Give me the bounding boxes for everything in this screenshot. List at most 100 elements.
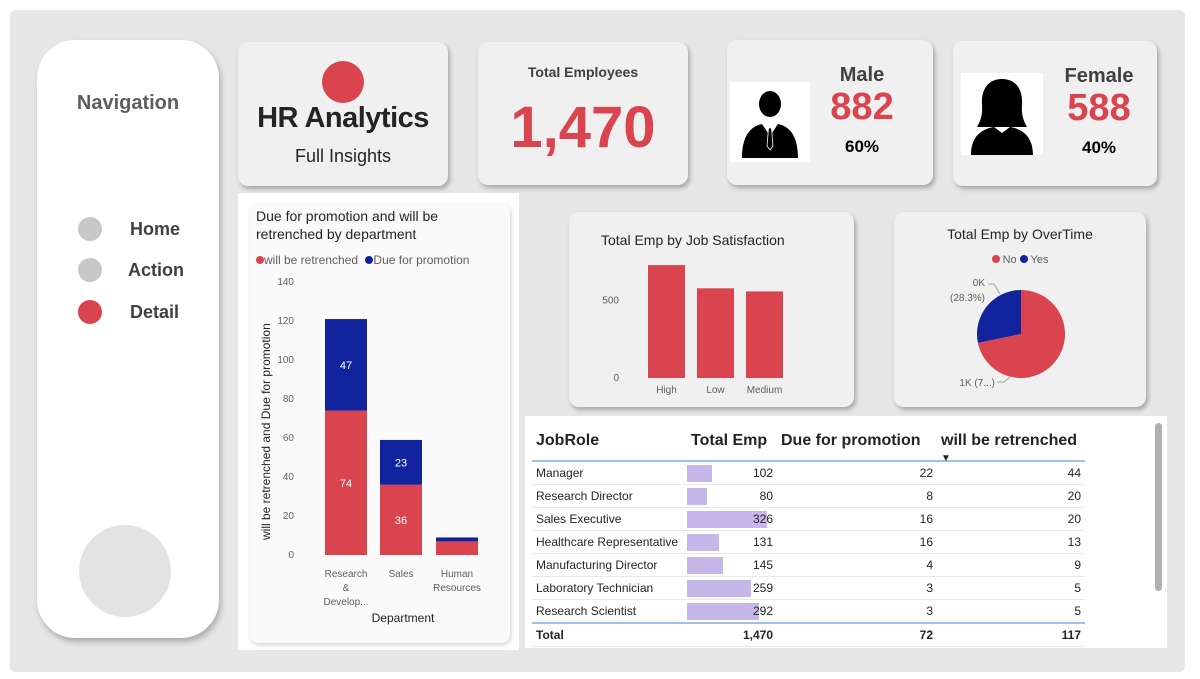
department-chart-ylabel: will be retrenched and Due for promotion <box>259 323 273 540</box>
y-tick-label: 0 <box>288 550 294 561</box>
jobrole-table: JobRole Total Emp Due for promotion will… <box>532 422 1085 647</box>
title-card: HR Analytics Full Insights <box>238 42 448 186</box>
total-emp-cell: 80 <box>687 484 777 508</box>
total-emp-databar <box>687 580 751 597</box>
y-tick-label: 500 <box>602 296 619 307</box>
x-tick-label: Human Resources <box>433 569 481 594</box>
header-jobrole[interactable]: JobRole <box>536 432 600 449</box>
table-row[interactable]: Research Scientist 292 3 5 <box>532 599 1085 624</box>
detail-dot-icon <box>78 300 102 324</box>
home-dot-icon <box>78 217 102 241</box>
header-total-emp[interactable]: Total Emp <box>691 432 768 449</box>
pie-label-no: 1K (7...) <box>959 378 995 389</box>
decorative-circle <box>79 525 171 617</box>
job-satisfaction-bar[interactable] <box>648 265 685 378</box>
job-satisfaction-card[interactable]: Total Emp by Job Satisfaction 0 500 High Lo… <box>569 212 854 407</box>
overtime-legend[interactable]: No Yes <box>894 254 1146 266</box>
overtime-pie-chart: 0K (28.3%) 1K (7...) <box>950 278 1065 389</box>
y-tick-label: 40 <box>283 472 295 483</box>
app-title: HR Analytics <box>257 102 429 134</box>
legend-promotion-label: Due for promotion <box>373 253 470 267</box>
bar-retrenched[interactable] <box>325 410 367 555</box>
table-row[interactable]: Manager 102 22 44 <box>532 461 1085 485</box>
legend-retrenched-dot-icon <box>256 256 264 264</box>
legend-no-label: No <box>1002 254 1017 266</box>
table-row[interactable]: Research Director 80 8 20 <box>532 484 1085 508</box>
table-row[interactable]: Manufacturing Director 145 4 9 <box>532 553 1085 577</box>
job-satisfaction-bar-chart: 0 500 High Low Medium <box>602 265 783 396</box>
department-chart-xlabel: Department <box>371 611 435 625</box>
x-tick-label: Medium <box>747 385 783 396</box>
overtime-card[interactable]: Total Emp by OverTime No Yes 0K (28.3%) 1K… <box>894 212 1146 407</box>
table-scrollbar[interactable] <box>1155 423 1162 591</box>
action-dot-icon <box>78 258 102 282</box>
pie-label-yes: 0K <box>973 278 986 289</box>
legend-yes-label: Yes <box>1030 254 1049 266</box>
total-employees-label: Total Employees <box>527 64 639 80</box>
total-emp-value: 80 <box>759 489 773 503</box>
male-count: 882 <box>830 86 894 128</box>
promotion-cell: 4 <box>777 553 937 577</box>
retrenched-cell: 20 <box>937 507 1085 531</box>
bar-promotion[interactable] <box>380 439 422 485</box>
x-tick-label: Sales <box>388 569 413 580</box>
app-subtitle: Full Insights <box>294 146 392 166</box>
total-emp-value: 145 <box>752 558 773 572</box>
bar-promotion[interactable] <box>325 319 367 411</box>
nav-detail-button[interactable]: Detail <box>78 298 179 326</box>
promotion-cell: 22 <box>777 461 937 485</box>
legend-promotion-dot-icon <box>365 256 374 264</box>
total-emp-databar <box>687 557 723 574</box>
bar-data-label: 36 <box>395 515 407 527</box>
male-avatar-icon <box>730 82 810 162</box>
total-emp-value: 292 <box>752 604 773 618</box>
promotion-cell: 8 <box>777 484 937 508</box>
bar-promotion[interactable] <box>436 537 478 542</box>
female-card: Female 588 40% <box>953 41 1157 186</box>
female-avatar-icon <box>961 73 1043 155</box>
total-emp-databar <box>687 511 767 528</box>
y-tick-label: 0 <box>613 373 619 384</box>
y-tick-label: 140 <box>277 277 294 288</box>
bar-data-label: 74 <box>340 478 352 490</box>
jobrole-cell: Research Scientist <box>532 599 687 624</box>
male-card: Male 882 60% <box>727 40 933 185</box>
table-row[interactable]: Healthcare Representative 131 16 13 <box>532 530 1085 554</box>
table-row[interactable]: Sales Executive 326 16 20 <box>532 507 1085 531</box>
retrenched-cell: 9 <box>937 553 1085 577</box>
jobrole-cell: Healthcare Representative <box>532 530 687 554</box>
pie-slice-yes[interactable] <box>977 290 1021 344</box>
pie-slice-no[interactable] <box>977 290 1065 378</box>
table-row[interactable]: Laboratory Technician 259 3 5 <box>532 576 1085 600</box>
department-chart-legend[interactable]: will be retrenched Due for promotion <box>256 253 469 267</box>
total-employees-card: Total Employees 1,470 <box>478 42 688 185</box>
male-label: Male <box>839 64 885 86</box>
jobrole-cell: Manufacturing Director <box>532 553 687 577</box>
total-emp-databar <box>687 488 707 505</box>
legend-retrenched-label: will be retrenched <box>264 253 359 267</box>
bar-retrenched[interactable] <box>380 484 422 555</box>
header-due-promotion[interactable]: Due for promotion <box>781 432 921 449</box>
total-emp-value: 326 <box>752 512 773 526</box>
bar-data-label: 23 <box>395 457 407 469</box>
promotion-cell: 16 <box>777 530 937 554</box>
x-tick-label: Research & Develop... <box>323 569 368 608</box>
total-label: Total <box>532 623 687 647</box>
header-will-retrenched[interactable]: will be retrenched ▼ <box>937 422 1085 464</box>
job-satisfaction-title: Total Emp by Job Satisfaction <box>601 232 785 248</box>
total-emp-databar <box>687 465 713 482</box>
total-emp-cell: 145 <box>687 553 777 577</box>
department-chart-visual[interactable]: Due for promotion and will be retrenched… <box>238 193 519 650</box>
nav-home-button[interactable]: Home <box>78 215 180 243</box>
job-satisfaction-bar[interactable] <box>697 288 734 378</box>
legend-yes-dot-icon <box>1019 255 1028 263</box>
total-retrenched-sum: 117 <box>937 623 1085 647</box>
total-emp-cell: 102 <box>687 461 777 485</box>
nav-detail-label: Detail <box>130 301 180 322</box>
sort-descending-icon[interactable]: ▼ <box>941 453 951 464</box>
nav-action-button[interactable]: Action <box>78 256 184 284</box>
y-tick-label: 120 <box>277 316 294 327</box>
bar-retrenched[interactable] <box>436 541 478 555</box>
y-tick-label: 20 <box>283 511 295 522</box>
job-satisfaction-bar[interactable] <box>746 291 783 378</box>
